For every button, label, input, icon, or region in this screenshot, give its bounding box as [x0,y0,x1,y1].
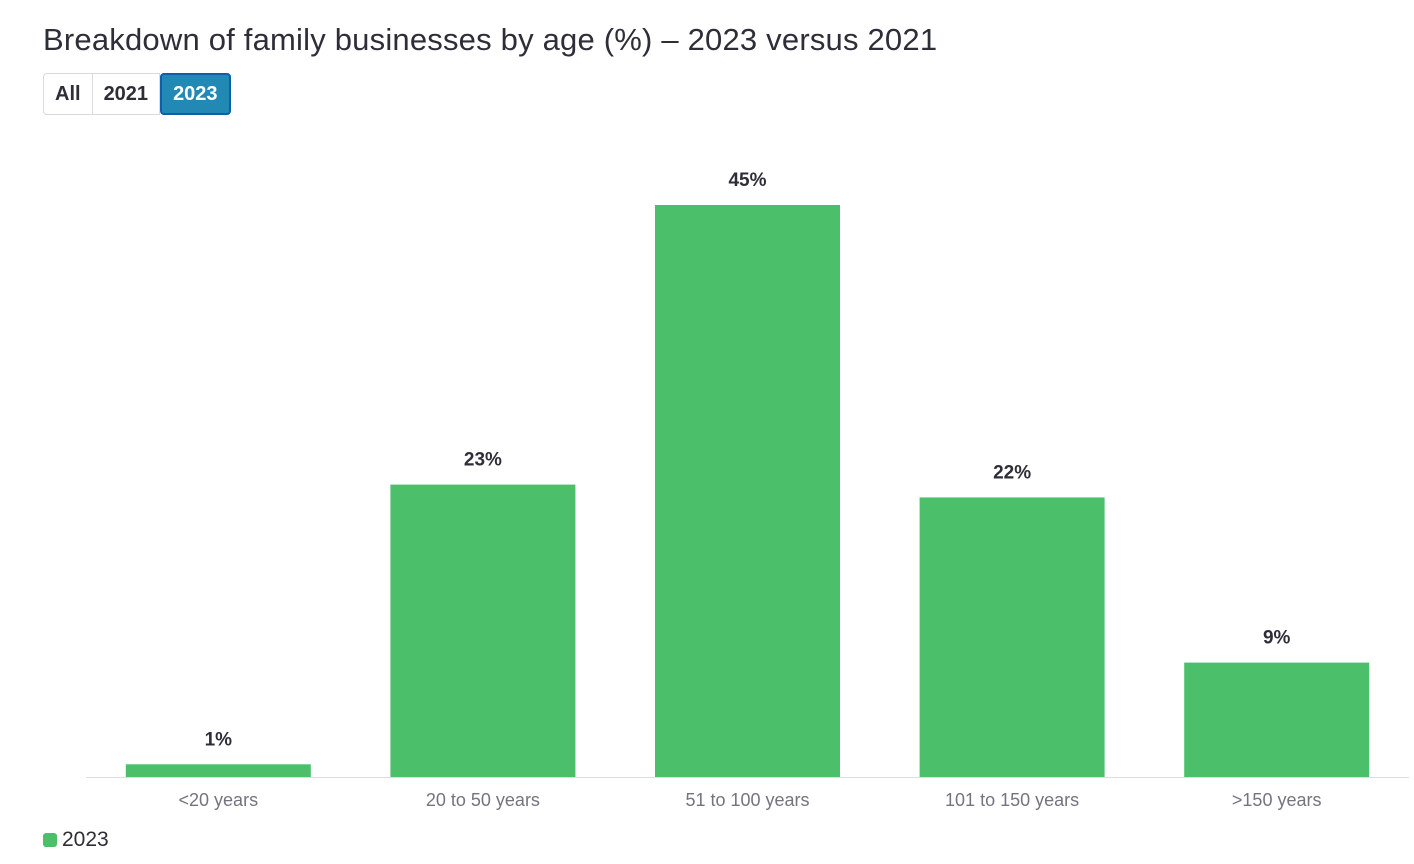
x-tick-label-2: 51 to 100 years [685,790,809,810]
x-tick-label-3: 101 to 150 years [945,790,1079,810]
x-tick-label-1: 20 to 50 years [426,790,540,810]
legend-label-2023[interactable]: 2023 [62,828,109,851]
bar-2[interactable] [655,205,840,777]
bar-chart: 1% <20 years 23% 20 to 50 years 45% 51 to 100… [86,170,1409,810]
data-label-1: 23% [464,450,502,471]
data-label-3: 22% [993,462,1031,483]
bar-0[interactable] [125,764,311,777]
year-filter: All 2021 2023 [43,73,231,115]
data-label-0: 1% [205,729,233,750]
bar-4[interactable] [1184,662,1370,777]
x-tick-label-4: >150 years [1232,790,1322,810]
bar-3[interactable] [919,497,1105,777]
chart-title: Breakdown of family businesses by age (%… [43,22,938,57]
filter-all-button[interactable]: All [43,73,93,115]
filter-2023-button[interactable]: 2023 [160,73,231,115]
data-label-4: 9% [1263,628,1291,649]
x-tick-label-0: <20 years [179,790,259,810]
legend-swatch-2023[interactable] [43,833,57,847]
filter-2021-button[interactable]: 2021 [92,73,161,115]
bar-1[interactable] [390,484,576,777]
data-label-2: 45% [728,170,766,191]
legend: 2023 [43,828,109,852]
